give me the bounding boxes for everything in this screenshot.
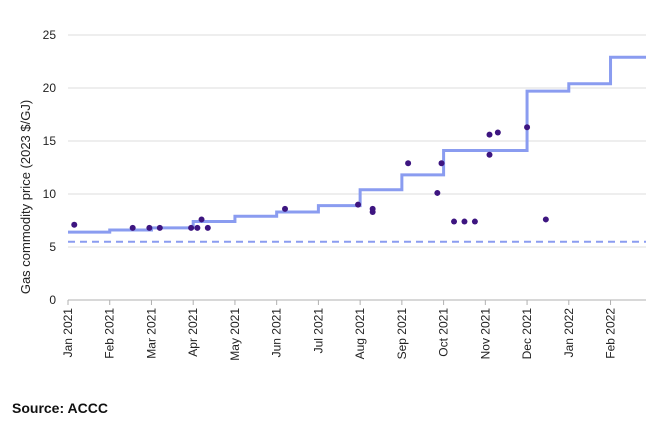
scatter-point bbox=[204, 224, 211, 231]
y-tick-label: 15 bbox=[43, 134, 57, 148]
scatter-point bbox=[451, 218, 458, 225]
x-tick-label: Dec 2021 bbox=[520, 308, 534, 360]
scatter-point bbox=[129, 224, 136, 231]
y-tick-label: 20 bbox=[43, 81, 57, 95]
gridlines bbox=[68, 34, 646, 301]
scatter-point bbox=[471, 218, 478, 225]
scatter-point bbox=[146, 224, 153, 231]
x-tick-label: Sep 2021 bbox=[395, 308, 409, 360]
scatter-point bbox=[486, 151, 493, 158]
x-tick-label: Jun 2021 bbox=[270, 308, 284, 358]
y-axis-ticks: 0 5 10 15 20 25 bbox=[43, 28, 57, 307]
series-layer bbox=[68, 55, 646, 243]
y-tick-label: 10 bbox=[43, 187, 57, 201]
x-tick-label: Jan 2021 bbox=[61, 308, 75, 358]
scatter-point bbox=[71, 221, 78, 228]
scatter-point bbox=[355, 201, 362, 208]
y-axis-title: Gas commodity price (2023 $/GJ) bbox=[18, 100, 33, 294]
y-tick-label: 5 bbox=[49, 240, 56, 254]
step-price-line bbox=[68, 55, 646, 234]
x-tick-label: Aug 2021 bbox=[353, 308, 367, 360]
scatter-point bbox=[524, 124, 531, 131]
x-tick-label: Apr 2021 bbox=[186, 308, 200, 357]
scatter-point bbox=[405, 160, 412, 167]
y-tick-label: 25 bbox=[43, 28, 57, 42]
chart: 0 5 10 15 20 25 Jan 2021 Feb 2021 Mar 2021 Apr 2… bbox=[18, 28, 646, 361]
scatter-point bbox=[156, 224, 163, 231]
x-tick-label: Mar 2021 bbox=[144, 308, 158, 359]
scatter-point bbox=[494, 129, 501, 136]
x-tick-label: Jul 2021 bbox=[311, 308, 325, 354]
scatter-point bbox=[194, 224, 201, 231]
scatter-point bbox=[188, 224, 195, 231]
x-tick-label: May 2021 bbox=[228, 308, 242, 361]
x-tick-label: Feb 2021 bbox=[103, 308, 117, 359]
scatter-point bbox=[282, 205, 289, 212]
x-tick-label: Nov 2021 bbox=[478, 308, 492, 360]
scatter-point bbox=[542, 216, 549, 223]
source-note: Source: ACCC bbox=[12, 400, 108, 416]
scatter-point bbox=[461, 218, 468, 225]
y-tick-label: 0 bbox=[49, 293, 56, 307]
x-axis-ticks: Jan 2021 Feb 2021 Mar 2021 Apr 2021 May 2021… bbox=[61, 300, 618, 361]
scatter-point bbox=[369, 209, 376, 216]
scatter-point bbox=[486, 131, 493, 138]
scatter-point bbox=[438, 160, 445, 167]
x-tick-label: Jan 2022 bbox=[562, 308, 576, 358]
x-tick-label: Oct 2021 bbox=[437, 308, 451, 357]
scatter-point bbox=[198, 216, 205, 223]
x-tick-label: Feb 2022 bbox=[604, 308, 618, 359]
scatter-point bbox=[434, 189, 441, 196]
